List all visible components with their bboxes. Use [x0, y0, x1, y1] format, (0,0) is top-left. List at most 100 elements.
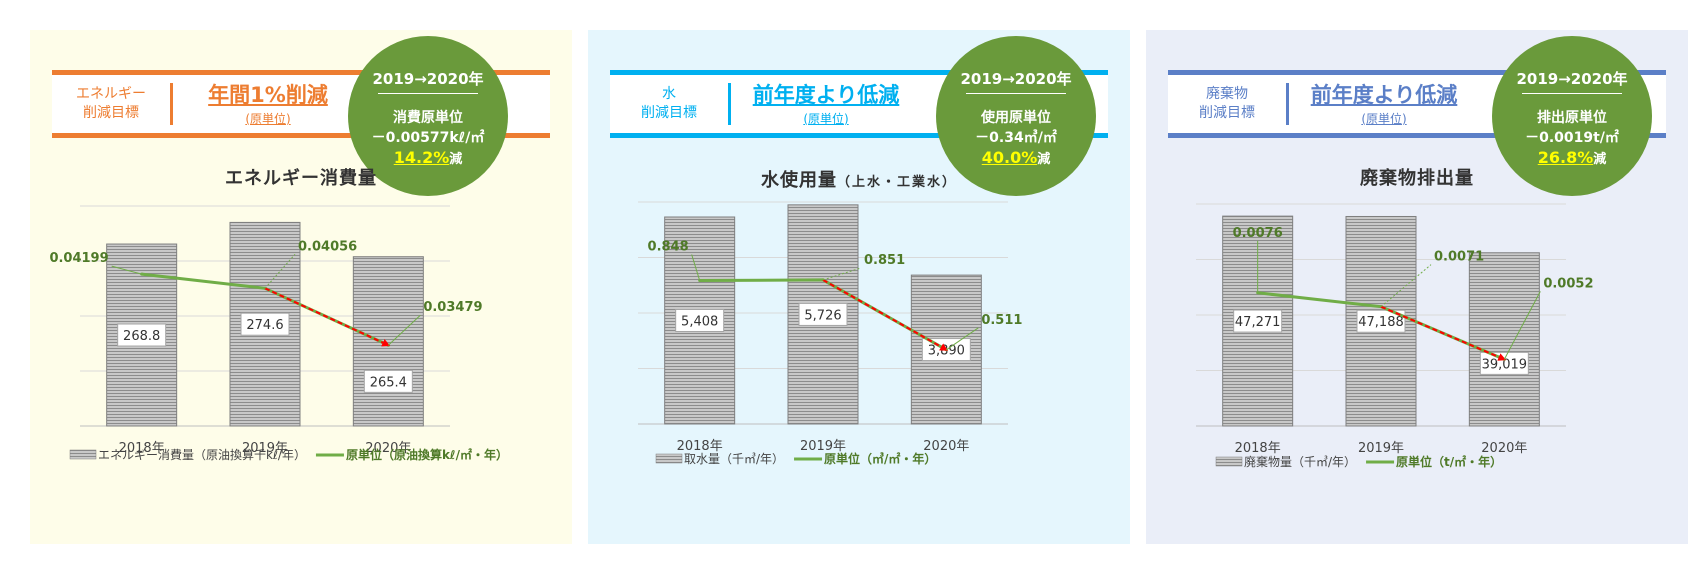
- energy-panel: 268.8 274.6 265.4 2018年 2019年 2020年 0.04199 0.0…: [30, 30, 572, 544]
- x-tick-label: 2018年: [677, 439, 723, 454]
- header-separator: [170, 83, 173, 125]
- waste-result-circle: 2019→2020年 排出原単位 －0.0019t/㎡ 26.8%減: [1492, 36, 1652, 196]
- chart-title: エネルギー消費量: [30, 164, 572, 190]
- x-tick-label: 2019年: [1358, 441, 1404, 456]
- line-value-label: 0.851: [864, 253, 905, 268]
- legend-bar-label: 廃棄物量（千㎥/年）: [1244, 454, 1356, 469]
- result-value: －0.34㎥/㎡: [975, 130, 1057, 146]
- line-value-label: 0.04056: [298, 239, 357, 254]
- x-tick-label: 2020年: [1481, 441, 1527, 456]
- target-unit-note: (原単位): [245, 112, 291, 126]
- x-tick-label: 2018年: [119, 441, 165, 456]
- bar-value-label: 5,726: [804, 308, 841, 323]
- target-text: 前年度より低減: [752, 83, 900, 107]
- chart-title-main: エネルギー消費量: [225, 168, 377, 189]
- result-percent: 40.0%減: [936, 148, 1096, 167]
- chart-title-main: 水使用量: [760, 170, 837, 191]
- legend-bar-label: 取水量（千㎥/年）: [684, 452, 784, 466]
- bar-label-box: [798, 302, 848, 326]
- target-category: 水 削減目標: [641, 86, 697, 121]
- x-tick-label: 2020年: [923, 439, 969, 454]
- x-tick-label: 2019年: [800, 439, 846, 454]
- bar-value-label: 265.4: [370, 375, 407, 390]
- x-tick-label: 2020年: [365, 441, 411, 456]
- header-separator: [728, 83, 731, 125]
- bar-value-label: 47,271: [1235, 315, 1281, 330]
- bar: [1468, 252, 1540, 427]
- data-label-leader: [1380, 264, 1432, 308]
- chart-title-main: 廃棄物排出量: [1360, 168, 1474, 189]
- header-separator: [1286, 83, 1289, 125]
- water-result-circle: 2019→2020年 使用原単位 －0.34㎥/㎡ 40.0%減: [936, 36, 1096, 196]
- target-unit-note: (原単位): [803, 112, 849, 126]
- target-text: 前年度より低減: [1310, 83, 1458, 107]
- result-percent: 26.8%減: [1492, 148, 1652, 167]
- bar-value-label: 274.6: [246, 318, 283, 333]
- result-percent-value: 14.2%: [393, 148, 450, 167]
- result-divider: [1522, 93, 1622, 94]
- line-value-label: 0.04199: [49, 251, 108, 266]
- line-value-label: 0.0076: [1233, 226, 1283, 241]
- water-panel: 5,4085,7263,8902018年2019年2020年0.8480.851…: [588, 30, 1130, 544]
- bar-label-box: [675, 309, 725, 333]
- data-label-leader: [946, 327, 979, 351]
- result-label: 排出原単位: [1537, 110, 1607, 126]
- bar-label-box: [117, 323, 167, 347]
- energy-result-circle: 2019→2020年 消費原単位 －0.00577kℓ/㎡ 14.2%減: [348, 36, 508, 196]
- target-text: 年間1%削減: [208, 83, 328, 107]
- bar-label-box: [240, 312, 290, 336]
- target-category: エネルギー 削減目標: [76, 86, 146, 121]
- data-label-leader: [111, 265, 142, 275]
- bar-label-box: [1233, 309, 1283, 333]
- legend-bar-label: エネルギー消費量（原油換算千kℓ/年）: [98, 447, 306, 462]
- result-period: 2019→2020年: [960, 70, 1072, 88]
- x-tick-label: 2018年: [1235, 441, 1281, 456]
- line-value-label: 0.03479: [423, 300, 482, 315]
- bar: [352, 256, 424, 427]
- legend-line-label: 原単位（t/㎡・年）: [1396, 454, 1502, 469]
- legend-line-label: 原単位（原油換算kℓ/㎡・年）: [346, 447, 508, 462]
- chart-title-sub: （上水・工業水）: [836, 175, 957, 190]
- legend-line-label: 原単位（㎥/㎡・年）: [824, 451, 936, 466]
- x-tick-label: 2019年: [242, 441, 288, 456]
- bar-value-label: 268.8: [123, 329, 160, 344]
- result-period: 2019→2020年: [1516, 70, 1628, 88]
- data-label-leader: [1503, 291, 1541, 360]
- target-unit-note: (原単位): [1361, 112, 1407, 126]
- result-value: －0.0019t/㎡: [1525, 130, 1619, 146]
- data-label-leader: [264, 253, 296, 289]
- chart-title: 廃棄物排出量: [1146, 164, 1688, 190]
- result-percent-value: 26.8%: [1537, 148, 1594, 167]
- waste-panel: 47,271 47,188 39,019 2018年 2019年 2020年 0.0076 0…: [1146, 30, 1688, 544]
- line-value-label: 0.0052: [1543, 276, 1593, 291]
- bar-value-label: 5,408: [681, 315, 718, 330]
- line-value-label: 0.511: [981, 313, 1022, 328]
- legend-bar-swatch: [655, 453, 683, 464]
- line-value-label: 0.0071: [1434, 250, 1484, 265]
- target-box: 前年度より低減 (原単位): [731, 79, 921, 127]
- data-label-leader: [387, 314, 421, 346]
- target-box: 前年度より低減 (原単位): [1289, 79, 1479, 127]
- result-divider: [378, 93, 478, 94]
- result-reduced-label: 減: [1037, 152, 1051, 167]
- target-box: 年間1%削減 (原単位): [173, 79, 363, 127]
- result-reduced-label: 減: [1593, 152, 1607, 167]
- bar-label-box: [1356, 309, 1406, 333]
- bar-label-box: [1479, 351, 1529, 375]
- bar-value-label: 47,188: [1358, 315, 1404, 330]
- result-period: 2019→2020年: [372, 70, 484, 88]
- bar-value-label: 39,019: [1482, 357, 1528, 372]
- legend-bar-swatch: [1215, 456, 1243, 467]
- result-label: 消費原単位: [393, 110, 463, 126]
- result-reduced-label: 減: [449, 152, 463, 167]
- result-percent: 14.2%減: [348, 148, 508, 167]
- result-divider: [966, 93, 1066, 94]
- trend-arrow: [264, 287, 391, 347]
- result-label: 使用原単位: [981, 110, 1051, 126]
- data-label-leader: [691, 254, 701, 281]
- target-category: 廃棄物 削減目標: [1199, 86, 1255, 121]
- result-percent-value: 40.0%: [981, 148, 1038, 167]
- chart-title: 水使用量（上水・工業水）: [588, 166, 1130, 192]
- line-value-label: 0.848: [648, 240, 689, 255]
- data-label-leader: [822, 267, 862, 281]
